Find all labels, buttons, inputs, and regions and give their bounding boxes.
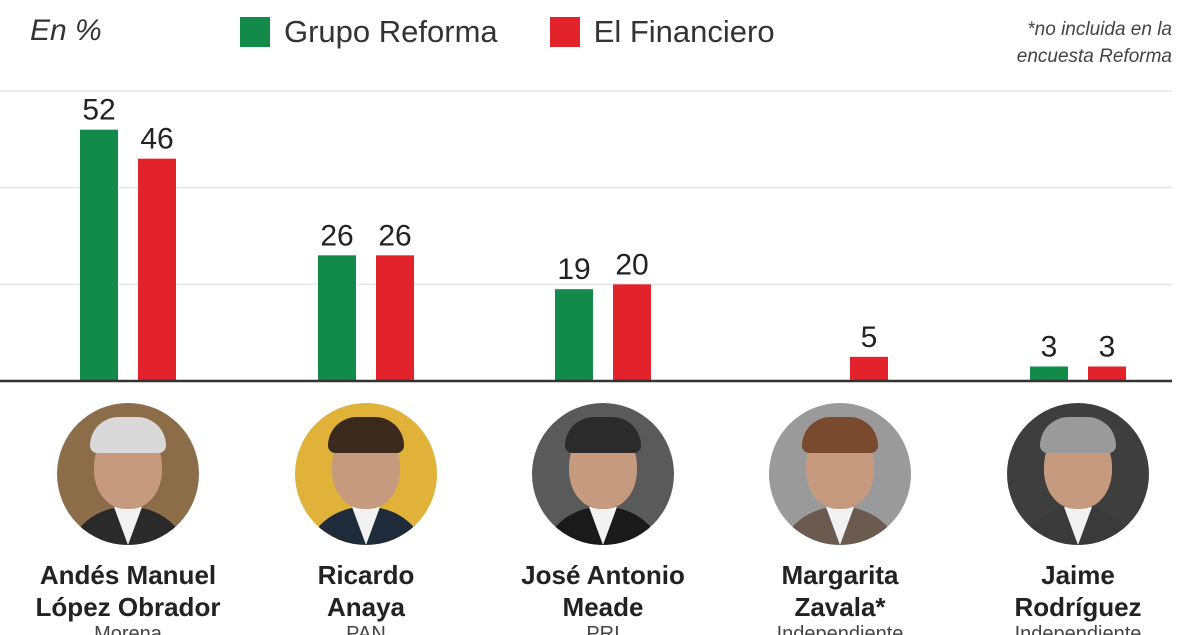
legend-item-financiero: El Financiero xyxy=(549,14,775,50)
bar-financiero-4 xyxy=(1088,366,1126,381)
candidate-name-line-1: Rodríguez xyxy=(1014,592,1142,622)
legend-item-reforma: Grupo Reforma xyxy=(240,14,498,50)
candidate-party: PRI xyxy=(586,623,620,635)
footnote-line-1: *no incluida en la xyxy=(1027,19,1172,40)
data-label-reforma-2: 19 xyxy=(557,253,590,286)
portrait-amlo-icon xyxy=(57,403,199,545)
candidate-name: Andés Manuel López Obrador xyxy=(18,559,238,623)
candidate-party: PAN xyxy=(346,623,386,635)
candidate-1: Ricardo Anaya PAN xyxy=(256,403,476,635)
legend-swatch-financiero xyxy=(549,17,580,47)
data-label-reforma-4: 3 xyxy=(1041,331,1058,364)
candidate-4: Jaime Rodríguez Independiente xyxy=(968,403,1188,635)
data-label-reforma-1: 26 xyxy=(320,219,353,252)
unit-label: En % xyxy=(30,14,102,47)
bar-reforma-2 xyxy=(555,289,593,381)
bar-reforma-1 xyxy=(318,255,356,381)
bar-financiero-1 xyxy=(376,255,414,381)
candidate-name-line-0: Andés Manuel xyxy=(39,560,217,590)
bar-financiero-3 xyxy=(850,356,888,381)
data-label-reforma-0: 52 xyxy=(82,94,115,127)
candidate-name: Margarita Zavala* xyxy=(730,559,950,623)
footnote-line-2: encuesta Reforma xyxy=(1016,46,1172,67)
candidate-2: José Antonio Meade PRI xyxy=(493,403,713,635)
portrait-rodriguez-icon xyxy=(1007,403,1149,545)
data-label-financiero-2: 20 xyxy=(615,248,648,281)
candidate-name-line-0: Ricardo xyxy=(317,560,415,590)
legend: Grupo Reforma El Financiero xyxy=(240,14,827,50)
candidate-name-line-1: López Obrador xyxy=(35,592,221,622)
candidate-name-line-0: José Antonio xyxy=(521,560,685,590)
bar-financiero-0 xyxy=(138,158,176,381)
candidate-name-line-1: Meade xyxy=(562,592,644,622)
data-label-financiero-1: 26 xyxy=(378,219,411,252)
bar-financiero-2 xyxy=(613,284,651,381)
candidate-name-line-0: Margarita xyxy=(781,560,899,590)
portrait-zavala-icon xyxy=(769,403,911,545)
portrait-meade-icon xyxy=(532,403,674,545)
candidate-0: Andés Manuel López Obrador Morena xyxy=(18,403,238,635)
legend-label-financiero: El Financiero xyxy=(593,14,775,49)
legend-label-reforma: Grupo Reforma xyxy=(284,14,498,49)
candidate-name: Ricardo Anaya xyxy=(256,559,476,623)
candidate-party: Independiente xyxy=(776,623,904,635)
candidate-party: Independiente xyxy=(1014,623,1142,635)
data-label-financiero-0: 46 xyxy=(140,123,173,156)
candidate-party: Morena xyxy=(94,623,162,635)
candidate-name: José Antonio Meade xyxy=(493,559,713,623)
candidate-name: Jaime Rodríguez xyxy=(968,559,1188,623)
data-label-financiero-3: 5 xyxy=(861,321,878,354)
candidate-name-line-0: Jaime xyxy=(1041,560,1115,590)
legend-swatch-reforma xyxy=(240,17,270,47)
bar-plot: 52 26 19 3 46 26 20 5 3 xyxy=(0,90,1172,383)
candidate-name-line-1: Anaya xyxy=(326,592,406,622)
bar-reforma-0 xyxy=(80,129,118,381)
candidate-name-line-1: Zavala* xyxy=(794,592,886,622)
bar-reforma-4 xyxy=(1030,366,1068,381)
footnote: *no incluida en la encuesta Reforma xyxy=(1017,16,1172,70)
candidate-3: Margarita Zavala* Independiente xyxy=(730,403,950,635)
portrait-anaya-icon xyxy=(295,403,437,545)
data-label-financiero-4: 3 xyxy=(1099,331,1116,364)
